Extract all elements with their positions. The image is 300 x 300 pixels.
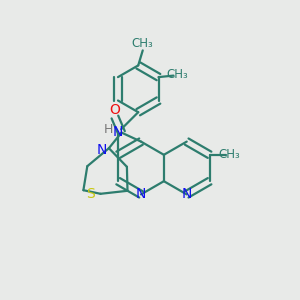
Text: CH₃: CH₃ [167,68,188,81]
Text: CH₃: CH₃ [219,148,241,161]
Text: N: N [182,188,192,201]
Text: CH₃: CH₃ [132,37,154,50]
Text: O: O [110,103,120,116]
Text: N: N [97,143,107,157]
Text: H: H [103,123,113,136]
Text: N: N [136,188,146,201]
Text: N: N [113,125,123,139]
Text: S: S [86,187,95,201]
